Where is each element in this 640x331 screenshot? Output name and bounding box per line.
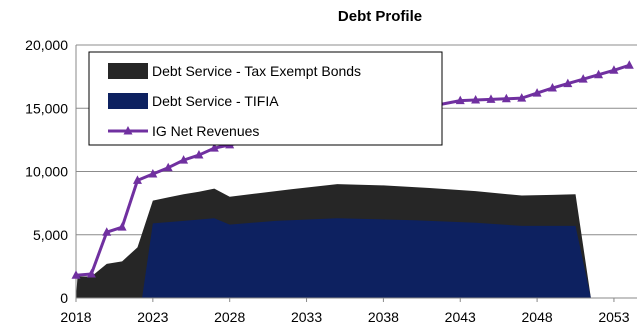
- legend-swatch-revenues-marker: [123, 126, 133, 135]
- revenue-marker: [609, 65, 619, 74]
- revenue-marker: [209, 143, 219, 152]
- revenue-marker: [117, 222, 127, 231]
- x-tick-label: 2028: [214, 309, 245, 325]
- x-tick-label: 2038: [368, 309, 399, 325]
- revenue-marker: [102, 227, 112, 236]
- legend-label: IG Net Revenues: [152, 123, 259, 139]
- revenue-marker: [624, 60, 634, 69]
- revenue-marker: [594, 69, 604, 79]
- revenue-marker: [532, 88, 542, 97]
- x-tick-label: 2018: [60, 309, 91, 325]
- revenue-marker: [132, 175, 142, 184]
- x-tick-label: 2033: [291, 309, 322, 325]
- legend-swatch-tax-exempt: [108, 63, 148, 79]
- y-tick-label: 5,000: [33, 227, 68, 243]
- revenue-marker: [148, 169, 158, 178]
- revenue-marker: [486, 94, 496, 103]
- revenue-marker: [71, 270, 81, 279]
- revenue-marker: [578, 74, 588, 83]
- revenue-marker: [547, 83, 557, 92]
- revenue-marker: [471, 95, 481, 104]
- revenue-marker: [163, 162, 173, 172]
- x-tick-label: 2053: [598, 309, 629, 325]
- revenue-marker: [86, 268, 96, 278]
- x-tick-label: 2043: [445, 309, 476, 325]
- revenue-marker: [517, 93, 527, 102]
- revenue-marker: [455, 95, 465, 105]
- revenue-marker: [563, 78, 573, 88]
- chart-title: Debt Profile: [337, 8, 423, 25]
- revenue-marker: [194, 150, 204, 159]
- revenue-marker: [179, 155, 189, 164]
- legend-swatch-tifia: [108, 93, 148, 109]
- y-tick-label: 0: [60, 290, 68, 306]
- legend-label: Debt Service - TIFIA: [152, 93, 279, 109]
- x-tick-label: 2048: [522, 309, 553, 325]
- legend-label: Debt Service - Tax Exempt Bonds: [152, 63, 361, 79]
- x-tick-label: 2023: [137, 309, 168, 325]
- series-tifia-area: [142, 218, 591, 298]
- y-tick-label: 15,000: [25, 100, 68, 116]
- y-tick-label: 10,000: [25, 164, 68, 180]
- y-tick-label: 20,000: [25, 37, 68, 53]
- revenue-marker: [501, 93, 511, 103]
